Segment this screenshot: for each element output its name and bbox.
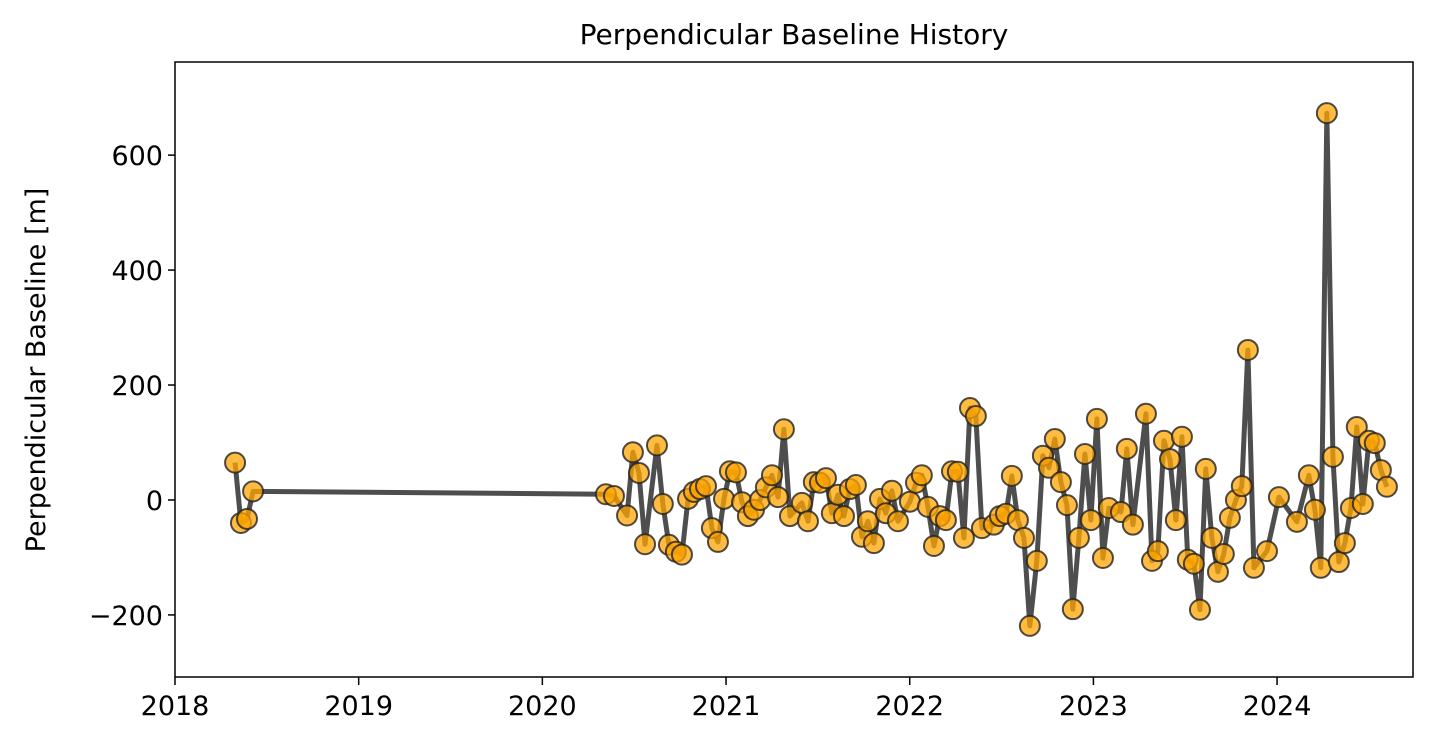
data-point <box>724 461 747 484</box>
data-point <box>1012 526 1035 549</box>
y-tick-label: 0 <box>146 486 163 517</box>
data-point <box>1182 552 1205 575</box>
data-point <box>862 532 885 555</box>
data-point <box>1091 547 1114 570</box>
data-point <box>645 434 668 457</box>
data-point <box>1351 492 1374 515</box>
data-point <box>616 504 639 527</box>
data-point <box>946 460 969 483</box>
data-point <box>1000 464 1023 487</box>
chart-title: Perpendicular Baseline History <box>580 18 1009 51</box>
data-point <box>602 484 625 507</box>
data-point <box>1194 457 1217 480</box>
data-point <box>1255 540 1278 563</box>
data-point <box>952 526 975 549</box>
data-point <box>922 534 945 557</box>
y-axis-label: Perpendicular Baseline [m] <box>21 188 52 553</box>
data-point <box>1333 532 1356 555</box>
data-point <box>706 530 729 553</box>
data-point <box>1025 549 1048 572</box>
data-point <box>964 405 987 428</box>
data-point <box>1134 402 1157 425</box>
data-point <box>1043 428 1066 451</box>
x-tick-label: 2019 <box>324 691 393 722</box>
y-tick-label: 200 <box>111 371 163 402</box>
data-point <box>627 461 650 484</box>
data-point <box>1236 338 1259 361</box>
data-point <box>1049 471 1072 494</box>
x-tick-label: 2022 <box>875 691 944 722</box>
data-point <box>1321 445 1344 468</box>
data-point <box>1164 509 1187 532</box>
data-point <box>1018 614 1041 637</box>
data-point <box>880 479 903 502</box>
data-point <box>1230 475 1253 498</box>
data-point <box>1121 513 1144 536</box>
data-point <box>621 441 644 464</box>
data-point <box>1267 486 1290 509</box>
data-point <box>634 533 657 556</box>
data-point <box>1303 498 1326 521</box>
y-tick-label: 400 <box>111 256 163 287</box>
x-tick-label: 2021 <box>692 691 761 722</box>
data-point <box>1115 437 1138 460</box>
y-tick-label: −200 <box>89 601 163 632</box>
data-point <box>1146 540 1169 563</box>
data-point <box>1037 456 1060 479</box>
data-point <box>1073 442 1096 465</box>
data-point <box>760 464 783 487</box>
data-point <box>790 491 813 514</box>
data-point <box>1212 543 1235 565</box>
data-point <box>236 507 259 530</box>
data-point <box>1285 510 1308 533</box>
data-point <box>1152 429 1175 452</box>
x-tick-label: 2024 <box>1243 691 1312 722</box>
data-point <box>1375 475 1398 498</box>
data-point <box>1363 432 1386 455</box>
data-point <box>224 451 247 474</box>
data-point <box>772 418 795 441</box>
data-point <box>242 480 265 503</box>
x-tick-label: 2023 <box>1059 691 1128 722</box>
data-point <box>1242 556 1265 579</box>
data-point <box>796 510 819 533</box>
data-point <box>844 474 867 497</box>
data-point <box>1297 464 1320 487</box>
data-point <box>1158 448 1181 471</box>
data-point <box>832 505 855 528</box>
data-point <box>1315 102 1338 125</box>
data-point <box>934 509 957 532</box>
data-point <box>1188 598 1211 621</box>
data-point <box>898 490 921 513</box>
data-point <box>1345 415 1368 438</box>
y-tick-label: 600 <box>111 141 163 172</box>
data-point <box>886 510 909 533</box>
data-point <box>1170 425 1193 448</box>
data-point <box>670 543 693 566</box>
data-point <box>1327 551 1350 574</box>
x-tick-label: 2018 <box>141 691 210 722</box>
data-point <box>910 464 933 487</box>
data-point <box>713 487 736 510</box>
data-point <box>1085 407 1108 430</box>
x-tick-label: 2020 <box>508 691 577 722</box>
data-point <box>695 475 718 498</box>
data-point <box>1309 556 1332 579</box>
data-point <box>1079 509 1102 532</box>
data-point <box>651 492 674 515</box>
data-point <box>1067 526 1090 549</box>
plot-frame <box>174 61 1414 678</box>
data-point <box>856 510 879 533</box>
data-point <box>814 467 837 490</box>
data-point <box>1055 494 1078 517</box>
data-point <box>767 486 790 509</box>
data-point <box>1200 526 1223 549</box>
data-point <box>1061 598 1084 621</box>
